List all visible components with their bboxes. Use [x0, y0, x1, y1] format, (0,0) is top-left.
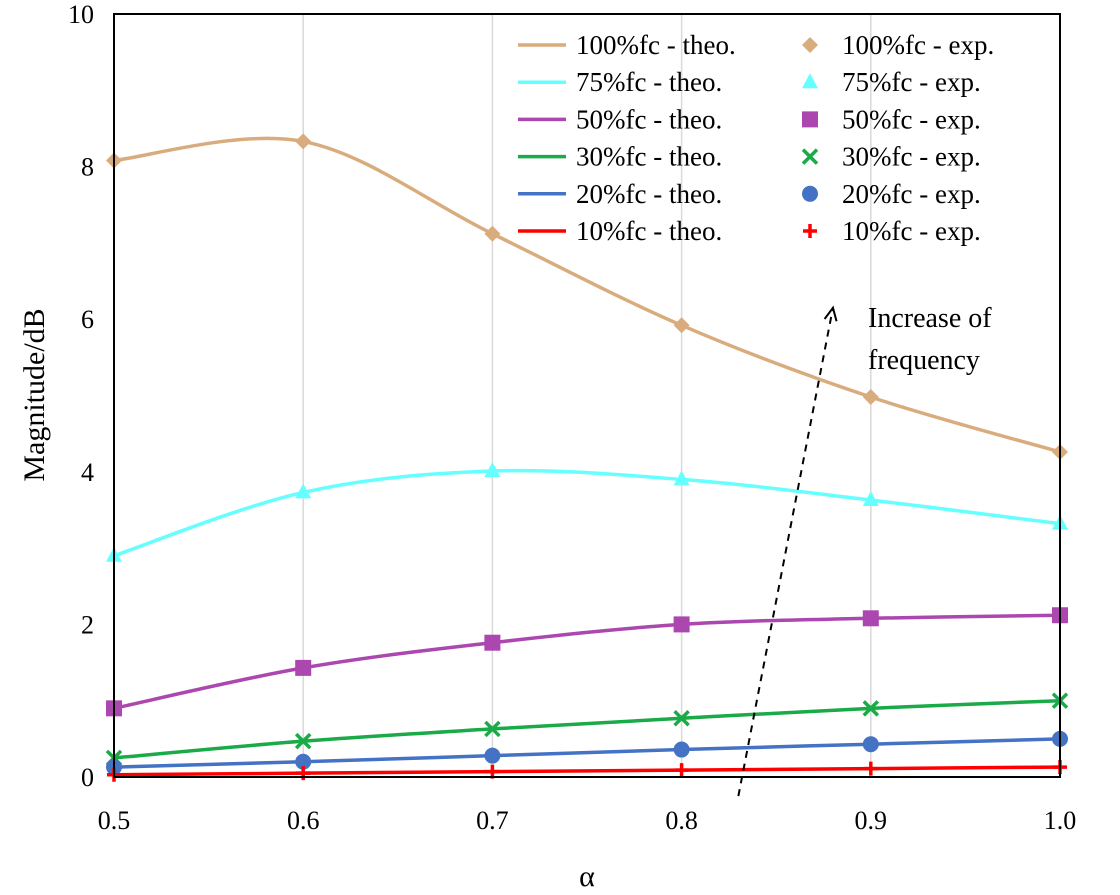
data-point-100%fc	[484, 225, 501, 242]
data-point-20%fc	[673, 741, 690, 758]
data-point-30%fc	[294, 732, 312, 750]
legend-label-theo: 75%fc - theo.	[576, 67, 722, 97]
x-axis-label: α	[579, 860, 595, 893]
data-point-100%fc	[862, 389, 879, 406]
y-tick-label: 4	[81, 458, 94, 487]
data-point-50%fc	[673, 616, 690, 633]
legend-marker-30%fc	[801, 148, 819, 165]
legend-label-exp: 30%fc - exp.	[842, 142, 981, 172]
legend: 100%fc - theo. 100%fc - exp. 75%fc - theo.…	[518, 30, 994, 246]
series-line-10%fc	[114, 765, 1060, 777]
legend-marker-75%fc	[802, 73, 818, 89]
data-point-30%fc	[673, 710, 690, 727]
data-point-50%fc	[295, 659, 312, 676]
y-tick-label: 6	[81, 305, 94, 334]
x-tick-label: 0.9	[855, 806, 888, 835]
legend-marker-100%fc	[802, 37, 818, 53]
data-point-75%fc	[673, 470, 690, 486]
series-line-50%fc	[114, 613, 1060, 711]
series-line-20%fc	[114, 737, 1060, 769]
legend-label-exp: 50%fc - exp.	[842, 104, 981, 134]
increase-arrow	[737, 307, 834, 797]
data-point-100%fc	[295, 133, 312, 150]
arrowhead-icon	[823, 305, 838, 322]
x-tick-label: 0.5	[98, 806, 131, 835]
data-point-50%fc	[484, 634, 501, 651]
y-axis-ticks: 0 2 4 6 8 10	[68, 0, 94, 792]
legend-label-theo: 20%fc - theo.	[576, 179, 722, 209]
legend-label-exp: 75%fc - exp.	[842, 67, 981, 97]
series-line-100%fc	[114, 136, 1060, 454]
data-point-20%fc	[295, 753, 312, 770]
data-point-100%fc	[673, 317, 690, 334]
x-tick-label: 0.7	[476, 806, 509, 835]
y-tick-label: 10	[68, 0, 94, 29]
legend-label-exp: 20%fc - exp.	[842, 179, 981, 209]
data-point-30%fc	[862, 700, 880, 717]
y-tick-label: 2	[81, 610, 94, 639]
data-point-10%fc	[674, 763, 689, 778]
annotation-line-1: Increase of	[868, 303, 992, 334]
legend-label-theo: 100%fc - theo.	[576, 30, 736, 60]
data-point-10%fc	[296, 766, 311, 781]
data-point-50%fc	[862, 610, 879, 627]
x-tick-label: 0.6	[287, 806, 320, 835]
legend-marker-10%fc	[803, 224, 817, 238]
x-tick-label: 0.8	[665, 806, 698, 835]
y-tick-label: 0	[81, 763, 94, 792]
series-layer	[114, 136, 1060, 777]
y-tick-label: 8	[81, 153, 94, 182]
data-point-20%fc	[484, 747, 501, 764]
data-point-30%fc	[484, 720, 501, 738]
data-point-75%fc	[862, 491, 879, 507]
legend-label-theo: 10%fc - theo.	[576, 216, 722, 246]
plot-frame	[113, 13, 1061, 778]
x-axis-ticks: 0.5 0.6 0.7 0.8 0.9 1.0	[98, 806, 1077, 835]
legend-marker-20%fc	[802, 185, 818, 202]
data-point-10%fc	[863, 761, 878, 776]
data-point-20%fc	[862, 736, 879, 753]
legend-label-theo: 30%fc - theo.	[576, 142, 722, 172]
series-line-75%fc	[114, 468, 1060, 558]
series-line-30%fc	[114, 698, 1060, 760]
legend-label-exp: 100%fc - exp.	[842, 30, 994, 60]
data-point-75%fc	[295, 483, 312, 499]
x-tick-label: 1.0	[1044, 806, 1077, 835]
legend-marker-50%fc	[802, 111, 818, 128]
frequency-annotation: Increase of frequency	[737, 303, 992, 797]
annotation-line-2: frequency	[868, 345, 980, 376]
legend-label-exp: 10%fc - exp.	[842, 216, 981, 246]
y-axis-label: Magnitude/dB	[18, 308, 51, 481]
data-point-75%fc	[484, 462, 501, 478]
marker-layer	[105, 133, 1069, 782]
legend-label-theo: 50%fc - theo.	[576, 104, 722, 134]
